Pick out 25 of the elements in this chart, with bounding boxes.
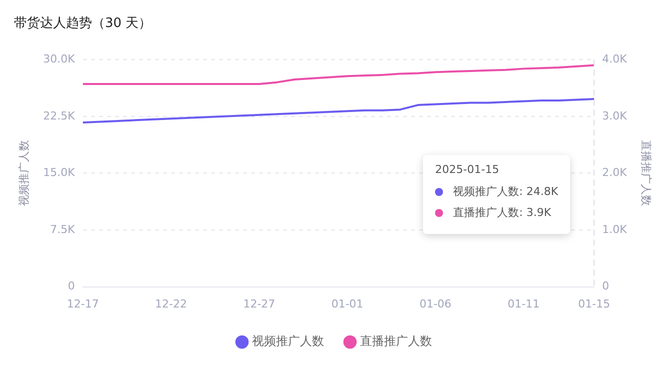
x-tick-label: 01-01 <box>331 297 364 310</box>
y2-tick-label: 3.0K <box>602 109 628 122</box>
y2-axis-title: 直播推广人数 <box>640 140 653 206</box>
y-tick-label: 15.0K <box>43 166 76 180</box>
chart-title: 带货达人趋势（30 天） <box>14 16 152 32</box>
y2-tick-label: 4.0K <box>602 52 628 66</box>
y-axis-title: 视频推广人数 <box>17 140 30 206</box>
y2-tick-label: 0 <box>602 280 610 293</box>
y-tick-label: 7.5K <box>50 222 76 236</box>
annotation: 直播推广人数: 3.9K <box>453 205 552 220</box>
y2-tick-label: 1.0K <box>602 222 628 236</box>
x-tick-label: 01-06 <box>419 297 452 310</box>
y-tick-label: 22.5K <box>43 109 76 122</box>
x-tick-label: 01-11 <box>508 297 540 310</box>
x-tick-label: 01-15 <box>578 297 610 310</box>
annotation: 视频推广人数: 24.8K <box>453 184 558 200</box>
x-tick-label: 12-17 <box>66 297 99 310</box>
annotation: 2025-01-15 <box>435 163 500 176</box>
y-tick-label: 0 <box>68 280 75 293</box>
legend-label: 视频推广人数 <box>252 334 324 348</box>
y-tick-label: 30.0K <box>43 52 76 66</box>
x-tick-label: 12-27 <box>243 297 276 310</box>
x-tick-label: 12-22 <box>155 297 188 310</box>
y2-tick-label: 2.0K <box>602 166 628 180</box>
legend-label: 直播推广人数 <box>360 334 432 348</box>
